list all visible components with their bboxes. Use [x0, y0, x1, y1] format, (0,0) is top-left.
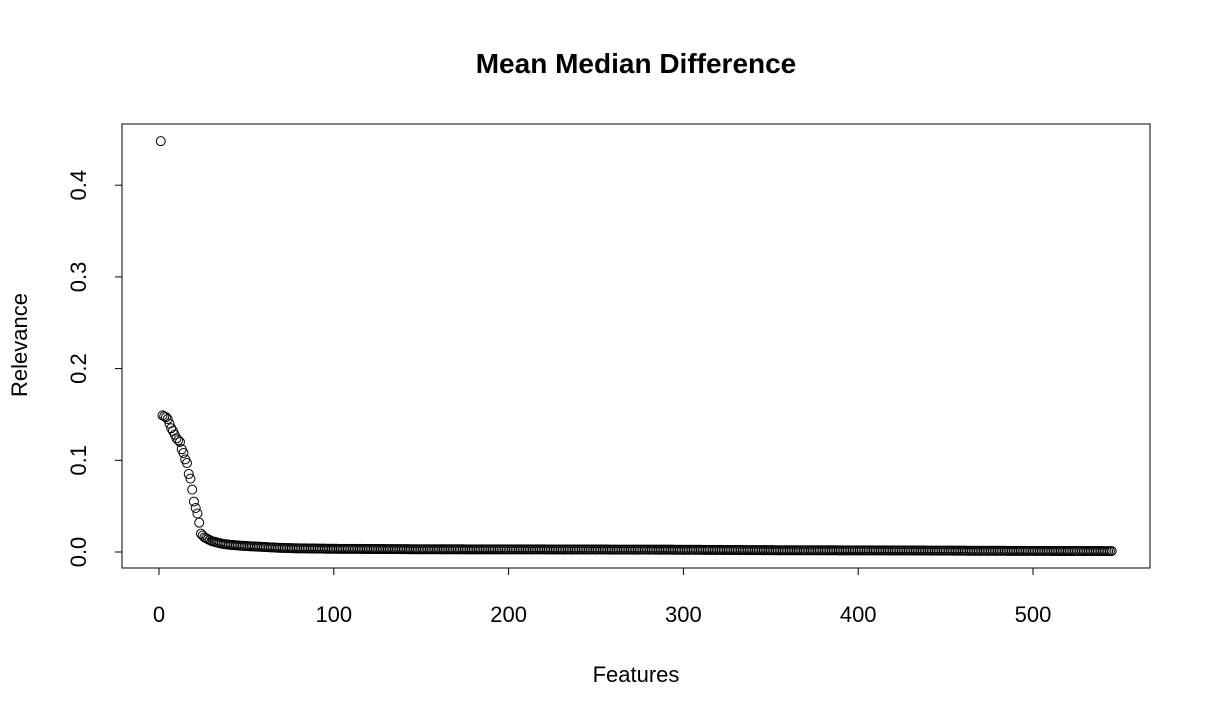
data-point — [155, 136, 166, 147]
data-point — [187, 484, 198, 495]
data-point — [162, 414, 173, 425]
x-tick-label: 200 — [490, 602, 527, 627]
data-point — [185, 473, 196, 484]
x-tick-label: 300 — [665, 602, 702, 627]
data-point — [188, 496, 199, 507]
y-tick-label: 0.0 — [66, 537, 91, 568]
data-point — [174, 436, 185, 447]
x-tick-label: 500 — [1015, 602, 1052, 627]
y-tick-label: 0.3 — [66, 262, 91, 293]
data-point — [159, 411, 170, 422]
y-tick-label: 0.2 — [66, 353, 91, 384]
y-axis: 0.0 0.1 0.2 0.3 0.4 — [66, 170, 123, 568]
x-axis: 0 100 200 300 400 500 — [153, 567, 1052, 627]
data-point — [171, 433, 182, 444]
data-point — [181, 458, 192, 469]
chart-title: Mean Median Difference — [476, 48, 797, 79]
plot-area-frame — [121, 123, 1151, 569]
data-point — [166, 423, 177, 434]
x-tick-label: 100 — [315, 602, 352, 627]
data-point — [197, 530, 208, 541]
data-point — [1106, 546, 1117, 557]
data-point — [192, 508, 203, 519]
data-point — [173, 435, 184, 446]
x-axis-label: Features — [593, 662, 680, 687]
data-point — [178, 447, 189, 458]
data-point — [190, 502, 201, 513]
data-points — [155, 136, 1117, 557]
y-axis-label: Relevance — [7, 293, 32, 397]
y-tick-label: 0.1 — [66, 445, 91, 476]
data-point — [194, 517, 205, 528]
y-tick-label: 0.4 — [66, 170, 91, 201]
x-tick-label: 400 — [840, 602, 877, 627]
data-point — [160, 412, 171, 423]
data-point — [183, 469, 194, 480]
x-tick-label: 0 — [153, 602, 165, 627]
